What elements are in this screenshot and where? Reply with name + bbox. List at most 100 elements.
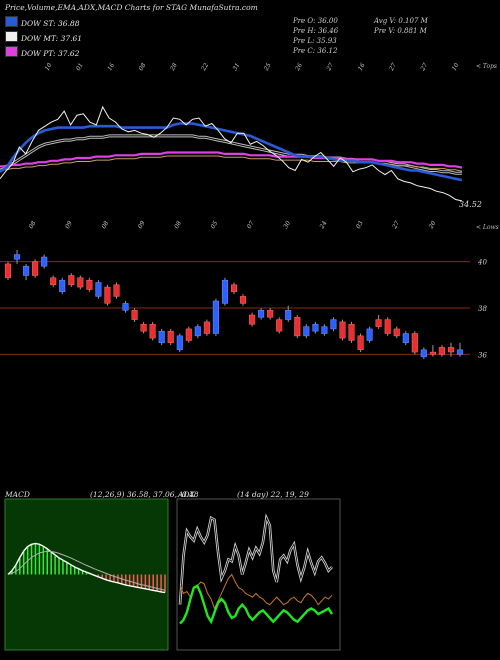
top-date-tick: 25 [262,62,272,73]
stat-open: Pre O: 36.00 [293,17,338,25]
candle-up [158,330,165,344]
candle-up [321,326,328,334]
legend-dow-pt: DOW PT: 37.62 [5,46,79,58]
ema-long-line [0,151,463,169]
top-date-tick: 08 [138,62,148,72]
candle-up [258,310,265,318]
candle-up [13,254,21,260]
candle-down [167,330,174,344]
candle-up [95,282,102,297]
adx-label: ADX [178,490,195,499]
stat-close: Pre C: 36.12 [293,47,338,55]
top-date-tick: 16 [357,62,367,72]
stat-volume: Pre V: 0.881 M [374,27,427,35]
top-date-tick: 01 [75,62,85,72]
candle-down [50,277,57,286]
candle-down [131,310,138,320]
legend-dow-st: DOW ST: 36.88 [5,16,80,28]
price-line [0,105,463,202]
candle-down [203,321,210,334]
low-date-tick: 03 [355,220,365,230]
candle-down [267,310,274,318]
level-tick-label: 40 [477,259,487,267]
candle-down [113,284,120,297]
adx-params: (14 day) 22, 19, 29 [237,490,309,499]
macd-line [7,542,166,594]
adx-line [179,584,334,625]
low-date-tick: 09 [64,220,74,230]
low-date-tick: 20 [427,220,437,231]
low-date-tick: 08 [100,220,110,230]
candle-up [312,323,319,332]
low-date-tick: 09 [137,220,147,230]
candle-down [185,328,192,341]
legend-label: DOW ST: 36.88 [21,19,80,28]
candle-down [357,335,364,350]
candle-down [447,347,455,353]
candle-down [239,296,247,304]
macd-label: MACD [5,490,30,499]
top-date-tick: 27 [325,62,335,73]
candle-down [411,333,418,353]
chart-title: Price,Volume,EMA,ADX,MACD Charts for STA… [5,3,258,12]
candle-down [149,323,156,339]
top-date-tick: 10 [451,62,461,72]
candle-up [41,256,48,267]
candle-down [68,275,75,286]
candle-down [32,261,39,276]
last-value-label: 34.52 [459,200,482,209]
legend-swatch-white [5,31,18,42]
candle-down [140,323,147,332]
top-date-tick: 31 [232,62,242,72]
legend-label: DOW MT: 37.61 [21,34,83,43]
macd-signal-line [7,551,166,591]
candle-up [402,333,409,344]
stat-avg-volume: Avg V: 0.107 M [374,17,428,25]
candle-up [212,300,219,334]
candle-down [230,284,238,293]
top-date-tick: 16 [106,62,116,72]
low-date-tick: 05 [209,220,219,230]
candle-up [176,335,183,350]
low-date-tick: 27 [391,220,401,231]
low-date-tick: 08 [173,220,183,230]
candle-down [429,351,436,355]
top-date-tick: 26 [294,62,304,73]
candle-down [384,319,391,334]
candle-down [77,277,84,288]
candle-up [194,326,201,337]
candle-up [23,265,30,276]
top-date-tick: 10 [44,62,54,72]
candle-down [339,321,346,339]
candle-up [420,349,427,358]
candle-up [285,310,292,320]
candle-down [249,314,256,325]
low-date-tick: 08 [28,220,38,230]
level-tick-label: 38 [478,305,487,313]
candle-down [393,328,400,337]
legend-swatch-blue [5,16,18,27]
level-tick-label: 36 [478,351,487,359]
minus-di-line [179,573,333,610]
candle-down [86,279,93,290]
candle-down [276,319,283,332]
ema-short-line [0,122,463,182]
top-date-tick: 27 [388,62,398,73]
candle-down [4,263,12,279]
candle-down [438,347,445,355]
plus-di-core [179,516,333,605]
candle-down [104,286,111,304]
top-date-tick: 28 [168,62,178,73]
adx-panel [176,498,341,651]
candle-up [59,279,66,293]
lows-label: < Lows [476,224,499,231]
stat-low: Pre L: 35.93 [293,37,337,45]
macd-params: (12,26,9) 36.58, 37.06, -0.48 [90,490,199,499]
candle-up [122,303,129,311]
candle-up [303,326,310,337]
candle-down [294,317,301,337]
candle-up [330,319,337,330]
candle-up [456,349,464,355]
